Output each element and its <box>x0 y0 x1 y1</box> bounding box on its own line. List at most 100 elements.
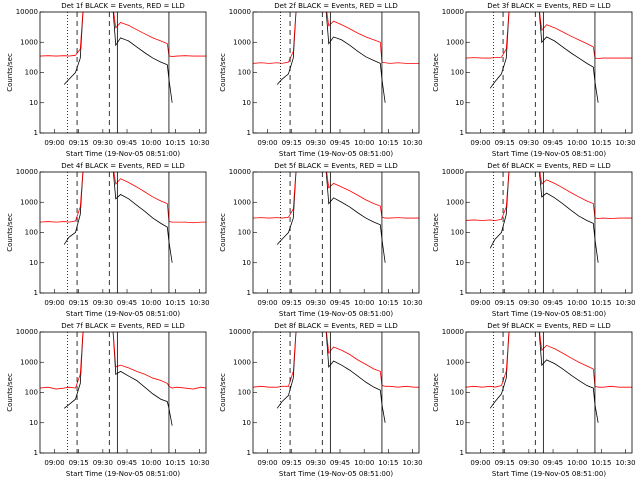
plot-area <box>466 332 632 453</box>
y-tick-label: 10000 <box>229 168 251 176</box>
chart-title: Det 9f BLACK = Events, RED = LLD <box>487 322 610 330</box>
y-tick-label: 1000 <box>233 198 251 206</box>
x-tick-label: 10:30 <box>402 459 422 467</box>
plot-frame <box>252 331 420 454</box>
y-tick-label: 100 <box>25 229 38 237</box>
x-tick-label: 09:00 <box>257 299 277 307</box>
x-tick-label: 09:30 <box>93 139 113 147</box>
x-axis-label: Start Time (19-Nov-05 08:51:00) <box>279 150 393 158</box>
y-tick-label: 100 <box>25 69 38 77</box>
y-axis-label: Counts/sec <box>432 213 440 252</box>
y-tick-label: 10 <box>455 99 464 107</box>
panel: Det 8f BLACK = Events, RED = LLD Start Ti… <box>219 322 423 478</box>
y-tick-label: 1 <box>247 129 251 137</box>
y-tick-label: 1000 <box>446 358 464 366</box>
x-tick-label: 09:00 <box>470 139 490 147</box>
x-tick-label: 09:30 <box>306 459 326 467</box>
x-tick-label: 10:00 <box>141 459 161 467</box>
series-line <box>276 172 386 263</box>
plot-frame <box>465 331 633 454</box>
x-axis-label: Start Time (19-Nov-05 08:51:00) <box>66 150 180 158</box>
chart-title: Det 4f BLACK = Events, RED = LLD <box>61 162 184 170</box>
x-tick-label: 09:15 <box>495 299 515 307</box>
y-tick-label: 10 <box>29 419 38 427</box>
y-tick-label: 100 <box>451 389 464 397</box>
chart-title: Det 6f BLACK = Events, RED = LLD <box>487 162 610 170</box>
series-line <box>466 172 632 221</box>
x-tick-label: 09:15 <box>69 299 89 307</box>
plot-area <box>40 12 206 133</box>
x-tick-label: 10:30 <box>615 139 635 147</box>
x-tick-label: 10:15 <box>165 139 185 147</box>
y-tick-label: 10 <box>242 99 251 107</box>
y-tick-label: 1000 <box>446 198 464 206</box>
y-tick-label: 1000 <box>233 38 251 46</box>
x-tick-label: 09:00 <box>44 299 64 307</box>
x-tick-label: 09:15 <box>495 459 515 467</box>
y-tick-label: 1000 <box>20 38 38 46</box>
x-tick-label: 09:30 <box>519 139 539 147</box>
x-tick-label: 09:15 <box>69 139 89 147</box>
x-tick-label: 10:00 <box>354 299 374 307</box>
x-tick-label: 09:00 <box>257 459 277 467</box>
x-tick-label: 10:30 <box>189 299 209 307</box>
x-tick-label: 10:15 <box>591 459 611 467</box>
x-tick-label: 10:15 <box>378 299 398 307</box>
chart-title: Det 8f BLACK = Events, RED = LLD <box>274 322 397 330</box>
y-axis-label: Counts/sec <box>6 373 14 412</box>
x-tick-label: 09:45 <box>117 299 137 307</box>
plot-frame <box>465 11 633 134</box>
x-tick-label: 10:30 <box>615 459 635 467</box>
y-tick-label: 1 <box>247 289 251 297</box>
y-tick-label: 10000 <box>16 328 38 336</box>
x-tick-label: 10:15 <box>378 459 398 467</box>
chart-title: Det 3f BLACK = Events, RED = LLD <box>487 2 610 10</box>
plot-area <box>40 172 206 293</box>
panel: Det 3f BLACK = Events, RED = LLD Start Ti… <box>432 2 636 158</box>
x-tick-label: 10:30 <box>402 139 422 147</box>
plot-frame <box>465 171 633 294</box>
y-tick-label: 10000 <box>442 328 464 336</box>
plot-area <box>466 172 632 293</box>
plot-area <box>253 172 419 293</box>
series-line <box>276 12 386 103</box>
series-line <box>40 172 206 224</box>
x-tick-label: 09:00 <box>44 139 64 147</box>
y-tick-label: 1000 <box>233 358 251 366</box>
y-tick-label: 10000 <box>16 8 38 16</box>
x-tick-label: 09:00 <box>257 139 277 147</box>
x-tick-label: 10:30 <box>615 299 635 307</box>
y-axis-label: Counts/sec <box>219 53 227 92</box>
y-axis-label: Counts/sec <box>432 373 440 412</box>
x-tick-label: 09:15 <box>282 299 302 307</box>
x-tick-label: 09:45 <box>543 299 563 307</box>
y-tick-label: 1000 <box>446 38 464 46</box>
x-axis-label: Start Time (19-Nov-05 08:51:00) <box>279 310 393 318</box>
x-tick-label: 10:00 <box>567 299 587 307</box>
series-line <box>466 12 632 59</box>
plot-frame <box>39 171 207 294</box>
y-tick-label: 10000 <box>442 8 464 16</box>
plot-frame <box>39 331 207 454</box>
plot-area <box>40 332 206 453</box>
series-line <box>40 12 206 57</box>
series-line <box>253 332 419 388</box>
x-tick-label: 09:45 <box>330 139 350 147</box>
plot-area <box>466 12 632 133</box>
y-tick-label: 1000 <box>20 198 38 206</box>
x-tick-label: 09:15 <box>282 139 302 147</box>
x-tick-label: 09:45 <box>117 139 137 147</box>
chart-title: Det 7f BLACK = Events, RED = LLD <box>61 322 184 330</box>
plot-frame <box>252 171 420 294</box>
x-tick-label: 10:15 <box>165 459 185 467</box>
chart-title: Det 5f BLACK = Events, RED = LLD <box>274 162 397 170</box>
y-axis-label: Counts/sec <box>6 213 14 252</box>
x-axis-label: Start Time (19-Nov-05 08:51:00) <box>492 470 606 478</box>
x-axis-label: Start Time (19-Nov-05 08:51:00) <box>492 150 606 158</box>
series-line <box>63 332 173 426</box>
y-tick-label: 10 <box>242 259 251 267</box>
y-tick-label: 100 <box>238 389 251 397</box>
x-tick-label: 09:30 <box>306 299 326 307</box>
x-tick-label: 10:30 <box>189 459 209 467</box>
